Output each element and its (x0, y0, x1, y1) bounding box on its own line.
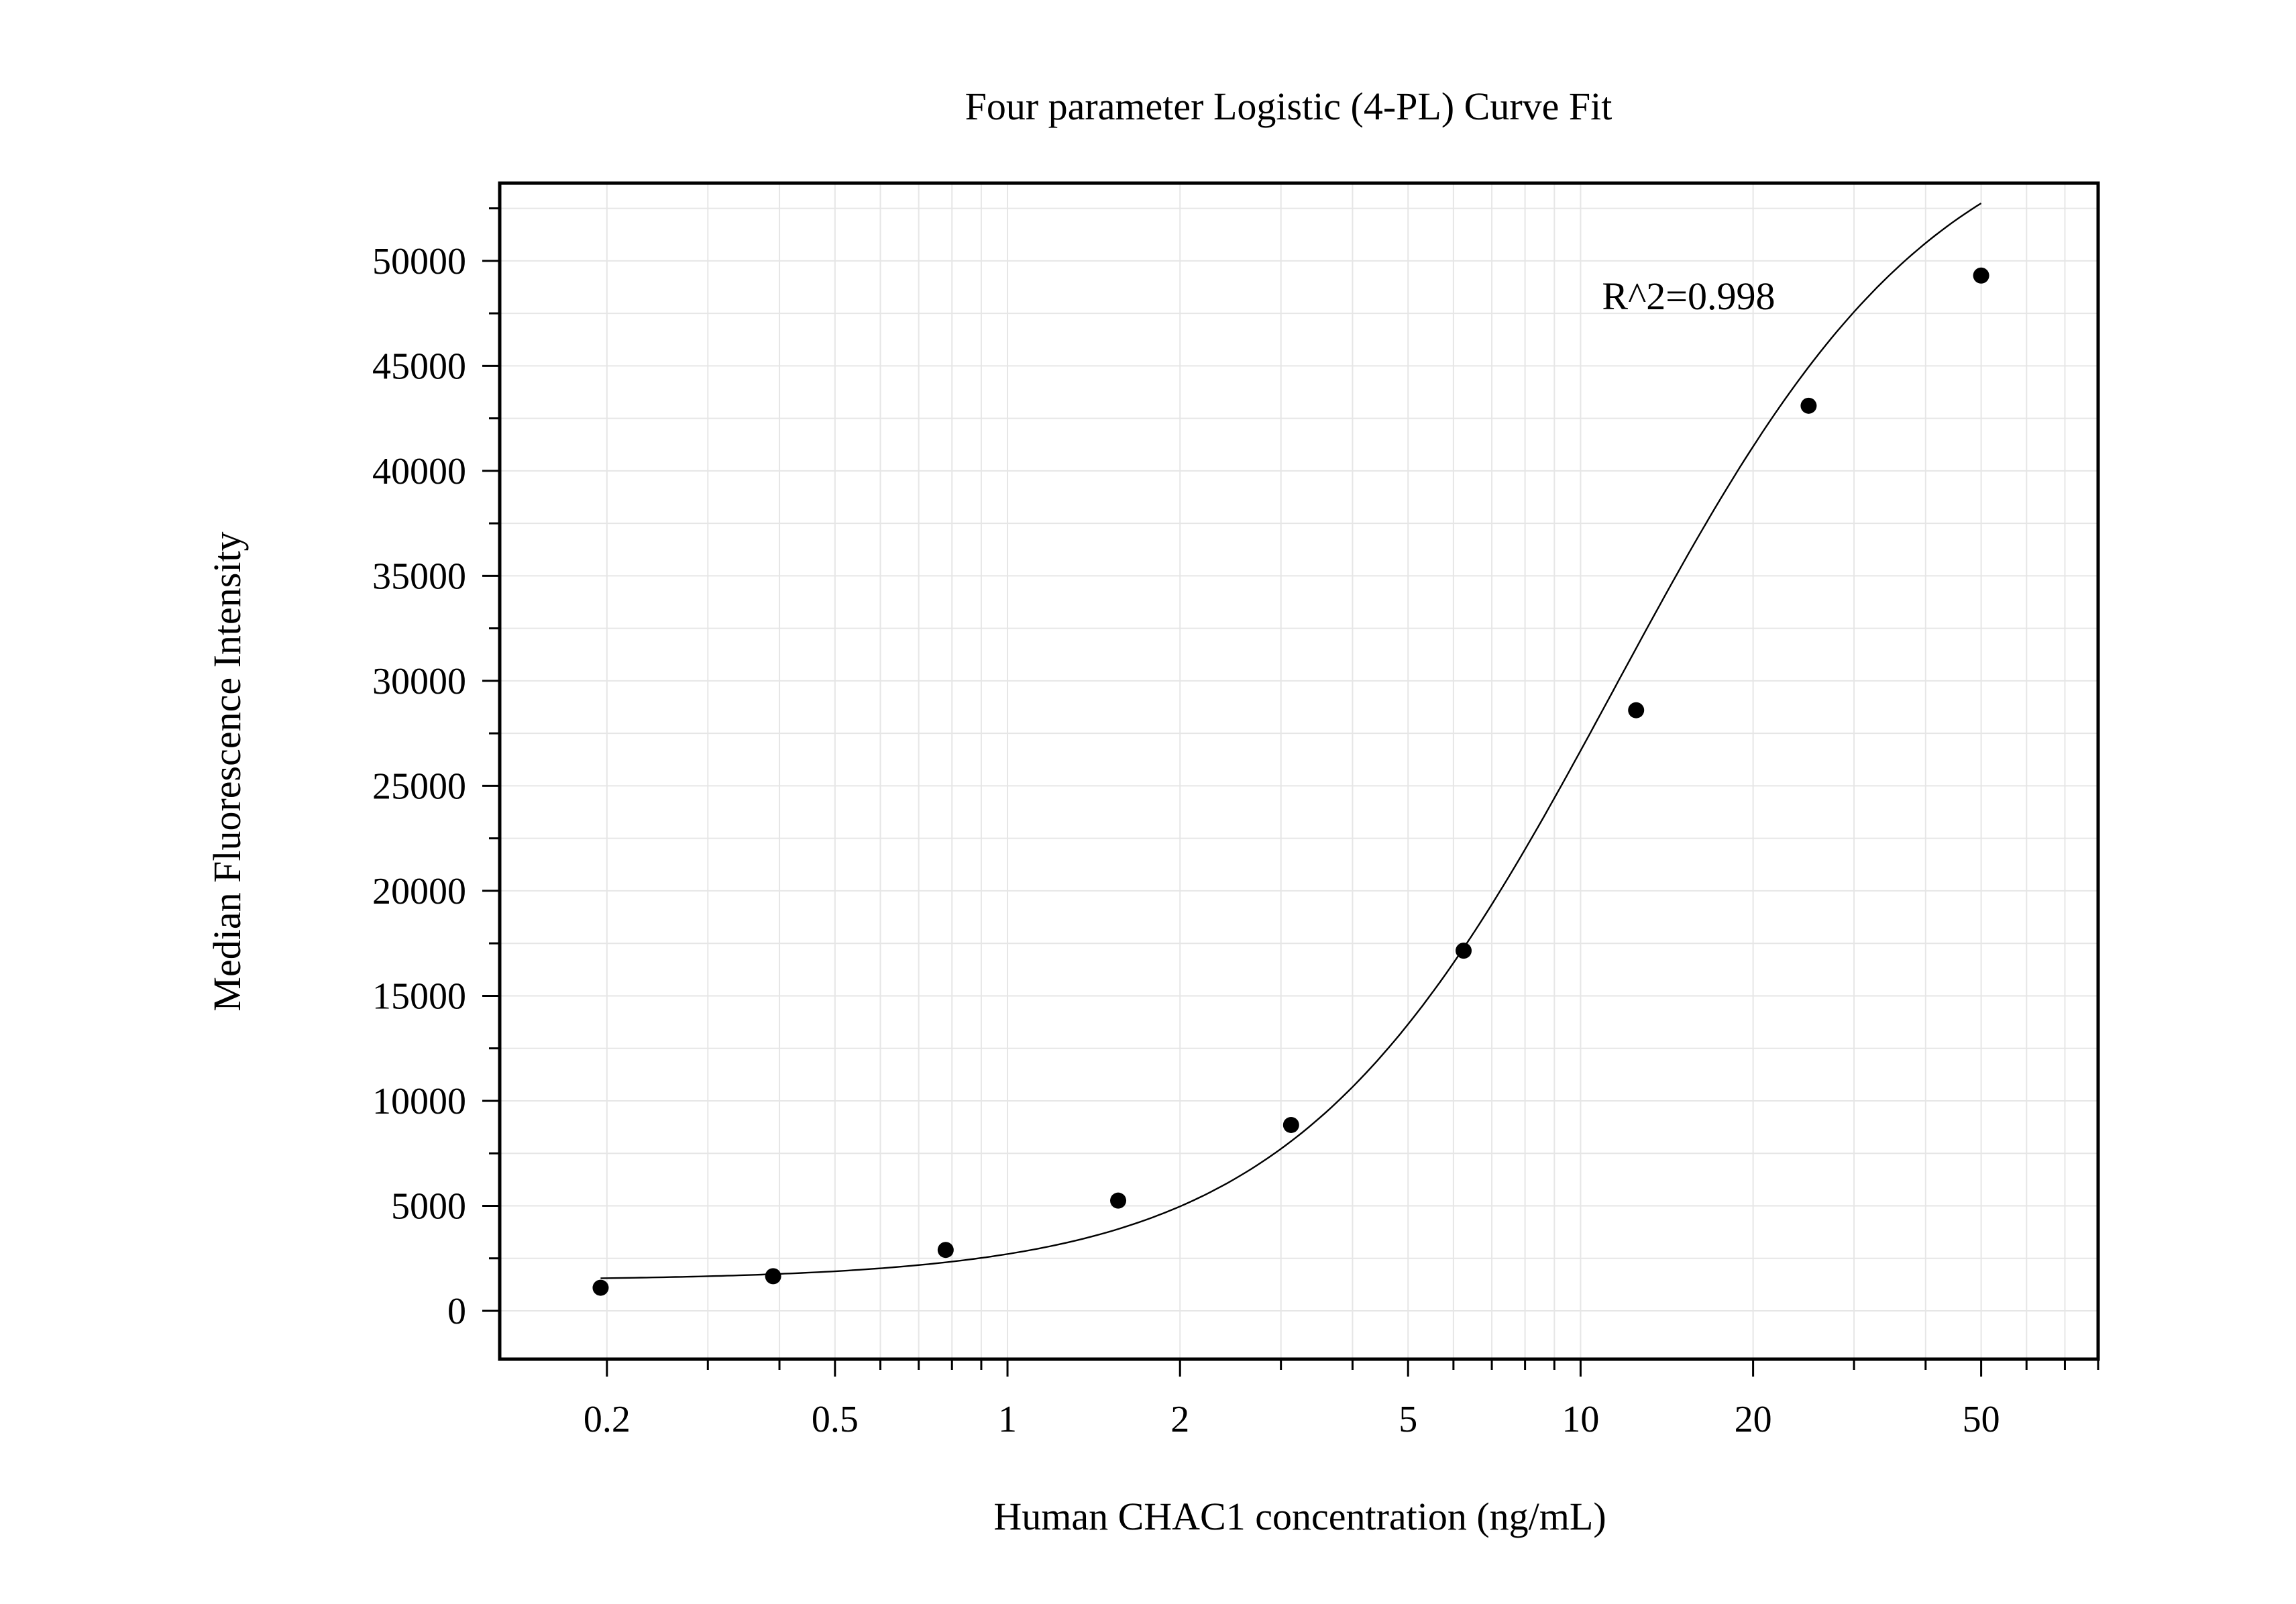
x-tick-label: 10 (1562, 1399, 1599, 1440)
x-tick-label: 0.2 (584, 1399, 631, 1440)
data-point (1628, 702, 1645, 718)
data-point (1973, 267, 1989, 284)
y-tick-label: 35000 (372, 555, 466, 597)
x-tick-label: 0.5 (812, 1399, 859, 1440)
chart-title: Four parameter Logistic (4-PL) Curve Fit (965, 85, 1612, 128)
y-tick-label: 25000 (372, 765, 466, 807)
y-tick-label: 30000 (372, 661, 466, 702)
r-squared-annotation: R^2=0.998 (1602, 274, 1775, 318)
axis-ticks (482, 207, 2099, 1377)
y-axis-label: Median Fluorescence Intensity (205, 531, 249, 1011)
data-point (937, 1242, 954, 1259)
y-tick-label: 45000 (372, 345, 466, 387)
data-point (1282, 1116, 1299, 1133)
y-tick-label: 15000 (372, 975, 466, 1017)
y-tick-label: 20000 (372, 871, 466, 912)
grid (500, 183, 2099, 1359)
data-points (592, 267, 1989, 1296)
data-point (1110, 1192, 1127, 1209)
fit-curve (600, 202, 1982, 1279)
y-tick-label: 40000 (372, 451, 466, 492)
y-tick-label: 10000 (372, 1081, 466, 1122)
x-tick-label: 5 (1399, 1399, 1417, 1440)
data-point (1456, 943, 1472, 959)
x-tick-label: 50 (1963, 1399, 2000, 1440)
x-tick-labels: 0.2 0.5 1 2 5 10 20 50 (584, 1399, 2000, 1440)
x-tick-label: 1 (998, 1399, 1017, 1440)
x-tick-label: 20 (1735, 1399, 1772, 1440)
y-tick-label: 0 (447, 1291, 466, 1332)
data-point (765, 1268, 781, 1285)
y-tick-label: 50000 (372, 241, 466, 282)
y-tick-label: 5000 (391, 1185, 466, 1227)
x-tick-label: 2 (1170, 1399, 1189, 1440)
y-tick-labels: 0 5000 10000 15000 20000 25000 30000 35000 40000… (372, 241, 466, 1332)
x-axis-label: Human CHAC1 concentration (ng/mL) (993, 1495, 1606, 1538)
data-point (592, 1279, 609, 1296)
data-point (1800, 397, 1817, 414)
plot-frame (498, 181, 2100, 1361)
